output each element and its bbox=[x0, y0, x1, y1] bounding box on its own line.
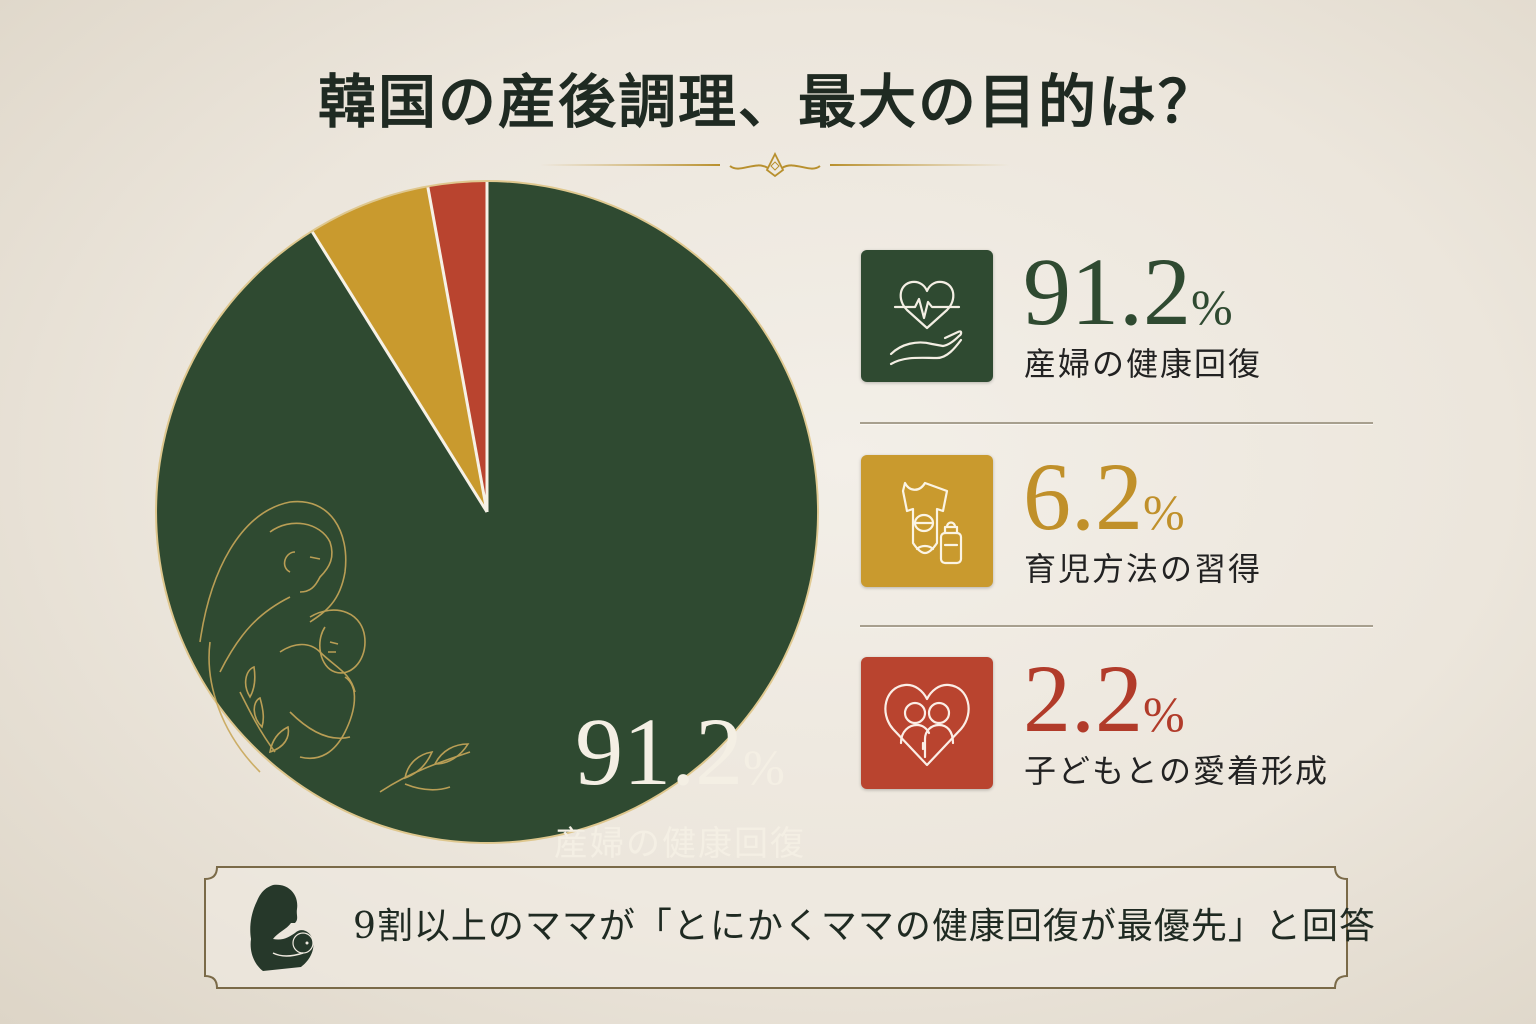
title-ornament-divider bbox=[540, 151, 1010, 178]
legend-value: 91.2% bbox=[1023, 238, 1233, 345]
legend-item-attachment: 2.2% 子どもとの愛着形成 bbox=[861, 649, 1381, 790]
legend-label: 育児方法の習得 bbox=[1024, 550, 1263, 588]
legend-value: 6.2% bbox=[1023, 443, 1185, 550]
legend-label: 子どもとの愛着形成 bbox=[1024, 752, 1330, 790]
legend-value: 2.2% bbox=[1023, 645, 1185, 752]
summary-text: 9割以上のママが「とにかくママの健康回復が最優先」と回答 bbox=[353, 906, 1376, 947]
legend-divider bbox=[860, 422, 1373, 424]
heart-family-icon bbox=[861, 657, 993, 789]
page-title: 韓国の産後調理、最大の目的は？ bbox=[317, 68, 1218, 136]
legend-item-parenting-skills: 6.2% 育児方法の習得 bbox=[861, 447, 1381, 588]
pie-slice-health-recovery bbox=[157, 182, 818, 843]
mother-baby-silhouette-icon bbox=[250, 884, 314, 971]
pie-center-caption: 産婦の健康回復 bbox=[554, 824, 806, 864]
summary-banner: 9割以上のママが「とにかくママの健康回復が最優先」と回答 bbox=[203, 865, 1375, 990]
pie-center-label: 91.2% 産婦の健康回復 bbox=[530, 702, 830, 867]
mother-baby-line-art-icon bbox=[199, 500, 471, 793]
baby-onesie-bottle-icon bbox=[861, 455, 993, 587]
pie-slice-parenting-skills bbox=[312, 187, 487, 513]
pie-chart: 91.2% 産婦の健康回復 bbox=[150, 172, 830, 864]
legend-item-health-recovery: 91.2% 産婦の健康回復 bbox=[861, 242, 1381, 383]
legend-label: 産婦の健康回復 bbox=[1024, 345, 1263, 383]
pie-center-value: 91.2% bbox=[575, 698, 785, 805]
legend-divider bbox=[860, 625, 1373, 627]
heart-pulse-hand-icon bbox=[861, 250, 993, 382]
